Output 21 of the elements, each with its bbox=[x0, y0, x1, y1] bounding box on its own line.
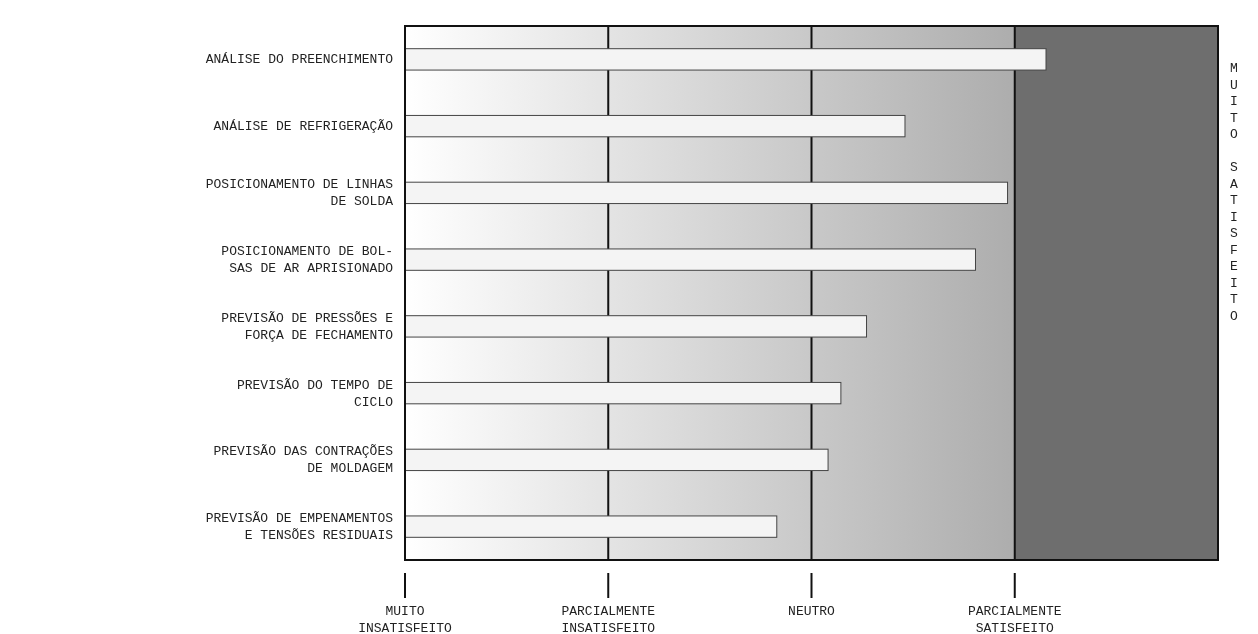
text: NEUTRO bbox=[788, 604, 836, 619]
bar bbox=[404, 114, 906, 138]
y-tick-label: PREVISÃO DAS CONTRAÇÕES DE MOLDAGEM bbox=[213, 444, 394, 477]
bar bbox=[404, 248, 976, 271]
y-tick-label: POSICIONAMENTO DE BOL- SAS DE AR APRISIONADO bbox=[221, 244, 394, 277]
bar bbox=[404, 381, 842, 405]
y-tick-label: ANÁLISE DO PREENCHIMENTO bbox=[205, 52, 394, 68]
bar bbox=[404, 181, 1009, 205]
y-tick-label: ANÁLISE DE REFRIGERAÇÃO bbox=[213, 119, 394, 135]
y-tick-label: PREVISÃO DO TEMPO DE CICLO bbox=[236, 377, 394, 410]
bar bbox=[404, 48, 1047, 71]
y-tick-label: POSICIONAMENTO DE LINHAS DE SOLDA bbox=[205, 177, 394, 210]
bar bbox=[404, 515, 778, 538]
text: PARCIALMENTE SATISFEITO bbox=[967, 604, 1062, 634]
y-tick-label: PREVISÃO DE PRESSÕES E FORÇA DE FECHAMENTO bbox=[221, 310, 394, 343]
bar bbox=[404, 315, 868, 338]
y-tick-label: PREVISÃO DE EMPENAMENTOS E TENSÕES RESIDUAIS bbox=[205, 511, 394, 544]
text: MUITO SATISFEITO bbox=[1230, 61, 1238, 324]
bar bbox=[404, 448, 829, 472]
text: MUITO INSATISFEITO bbox=[358, 604, 452, 634]
text: PARCIALMENTE INSATISFEITO bbox=[561, 604, 656, 634]
